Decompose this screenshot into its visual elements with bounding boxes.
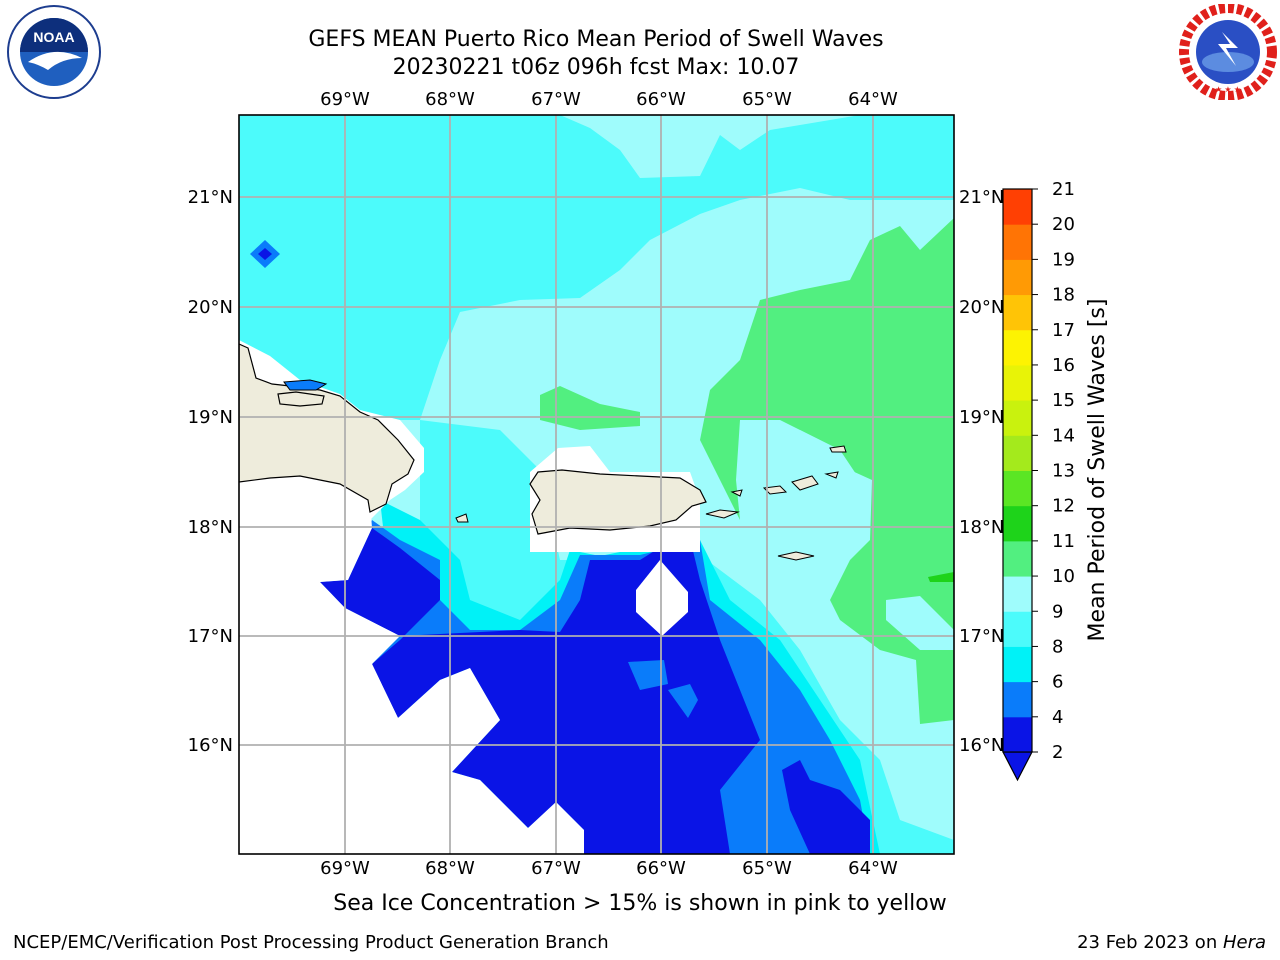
lon-label-bottom: 69°W	[320, 858, 370, 879]
lon-label-top: 65°W	[742, 89, 792, 110]
lon-label-bottom: 68°W	[425, 858, 475, 879]
lon-label-top: 64°W	[848, 89, 898, 110]
colorbar-segment	[1003, 646, 1032, 683]
colorbar-segment	[1003, 681, 1032, 718]
colorbar-tick-label: 13	[1052, 461, 1075, 482]
footer-host: Hera	[1222, 932, 1266, 953]
lon-label-top: 67°W	[531, 89, 581, 110]
colorbar-label: Mean Period of Swell Waves [s]	[1085, 299, 1110, 642]
latitude-labels-left: 21°N 20°N 19°N 18°N 17°N 16°N	[188, 187, 233, 756]
colorbar-segment	[1003, 505, 1032, 542]
footer-date-text: 23 Feb 2023 on	[1077, 932, 1223, 953]
svg-text:★ ★ ★: ★ ★ ★	[1215, 85, 1241, 94]
lon-label-top: 68°W	[425, 89, 475, 110]
colorbar-tick-label: 4	[1052, 707, 1063, 728]
nws-logo: ★ ★ ★	[1179, 4, 1277, 100]
colorbar-segment	[1003, 259, 1032, 296]
colorbar-tick-label: 18	[1052, 285, 1075, 306]
lat-label-right: 21°N	[959, 187, 1004, 208]
lat-label-left: 16°N	[188, 735, 233, 756]
colorbar-tick-label: 21	[1052, 179, 1075, 200]
colorbar-segment	[1003, 400, 1032, 436]
colorbar-tick-label: 6	[1052, 672, 1063, 693]
colorbar-tick-label: 20	[1052, 214, 1075, 235]
lat-label-right: 16°N	[959, 735, 1004, 756]
longitude-labels-top: 69°W 68°W 67°W 66°W 65°W 64°W	[320, 89, 898, 110]
noaa-logo-text: NOAA	[33, 29, 74, 45]
colorbar-tick-label: 11	[1052, 531, 1075, 552]
colorbar-tick-label: 19	[1052, 249, 1075, 270]
lat-label-left: 21°N	[188, 187, 233, 208]
footer-date: 23 Feb 2023 on Hera	[1077, 932, 1266, 953]
lon-label-bottom: 64°W	[848, 858, 898, 879]
colorbar-segment	[1003, 224, 1032, 260]
lon-label-bottom: 67°W	[531, 858, 581, 879]
sea-ice-caption: Sea Ice Concentration > 15% is shown in …	[333, 891, 947, 916]
colorbar-segment	[1003, 611, 1032, 647]
lon-label-bottom: 66°W	[636, 858, 686, 879]
lon-label-top: 66°W	[636, 89, 686, 110]
colorbar-segment	[1003, 435, 1032, 471]
colorbar-tick-label: 17	[1052, 320, 1075, 341]
lat-label-left: 20°N	[188, 297, 233, 318]
colorbar-segment	[1003, 576, 1032, 612]
colorbar-extension	[1002, 751, 1033, 782]
colorbar-tick-label: 12	[1052, 496, 1075, 517]
lat-label-left: 18°N	[188, 517, 233, 538]
colorbar-segment	[1003, 540, 1032, 577]
colorbar-tick-label: 10	[1052, 566, 1075, 587]
colorbar-segment	[1003, 294, 1032, 331]
graticule	[239, 115, 954, 854]
colorbar-tick-label: 15	[1052, 390, 1075, 411]
lon-label-top: 69°W	[320, 89, 370, 110]
colorbar-tick-label: 8	[1052, 636, 1063, 657]
colorbar-tick-label: 14	[1052, 425, 1075, 446]
lat-label-right: 19°N	[959, 407, 1004, 428]
lat-label-right: 18°N	[959, 517, 1004, 538]
colorbar-segment	[1003, 716, 1032, 753]
colorbar-segment	[1003, 364, 1032, 401]
colorbar-tick-label: 9	[1052, 601, 1063, 622]
longitude-labels-bottom: 69°W 68°W 67°W 66°W 65°W 64°W	[320, 858, 898, 879]
colorbar-tick-label: 16	[1052, 355, 1075, 376]
colorbar: 2 4 6 8 9 10 11 12 13 14 15 16 17 18 19 20 21	[1002, 179, 1075, 782]
colorbar-segment	[1003, 329, 1032, 366]
lat-label-left: 17°N	[188, 626, 233, 647]
map-frame	[238, 114, 955, 855]
lat-label-right: 17°N	[959, 626, 1004, 647]
chart-subtitle: 20230221 t06z 096h fcst Max: 10.07	[392, 55, 800, 80]
colorbar-segment	[1003, 189, 1032, 225]
lat-label-right: 20°N	[959, 297, 1004, 318]
noaa-logo: NOAA	[7, 5, 101, 99]
lat-label-left: 19°N	[188, 407, 233, 428]
chart-title: GEFS MEAN Puerto Rico Mean Period of Swe…	[308, 27, 884, 52]
latitude-labels-right: 21°N 20°N 19°N 18°N 17°N 16°N	[959, 187, 1004, 756]
colorbar-segment	[1003, 470, 1032, 507]
swell-period-field	[239, 115, 954, 854]
colorbar-tick-label: 2	[1052, 742, 1063, 763]
lon-label-bottom: 65°W	[742, 858, 792, 879]
footer-branch: NCEP/EMC/Verification Post Processing Pr…	[13, 932, 609, 953]
